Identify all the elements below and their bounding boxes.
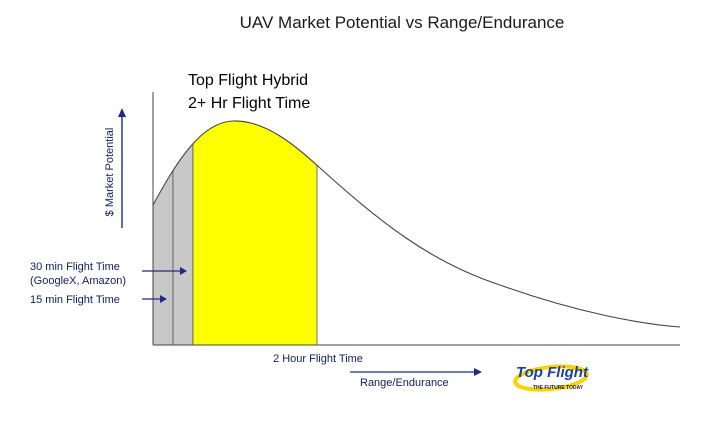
two-hour-region bbox=[192, 120, 318, 346]
market-potential-curve bbox=[152, 120, 681, 328]
diagram-title: UAV Market Potential vs Range/Endurance bbox=[240, 13, 565, 32]
thirty-min-arrowhead bbox=[180, 267, 187, 275]
hybrid-label-line1: Top Flight Hybrid bbox=[188, 72, 308, 89]
top-flight-logo: Top Flight THE FUTURE TODAY bbox=[513, 364, 589, 392]
thirty-min-label-line2: (GoogleX, Amazon) bbox=[30, 275, 126, 287]
thirty-min-label-line1: 30 min Flight Time bbox=[30, 261, 120, 273]
logo-wordmark: Top Flight bbox=[516, 364, 589, 381]
logo-swoosh bbox=[513, 364, 589, 392]
thirty-min-region bbox=[172, 120, 194, 346]
fifteen-min-arrowhead bbox=[160, 295, 167, 303]
y-axis-arrowhead bbox=[118, 108, 126, 117]
x-axis-label: Range/Endurance bbox=[360, 377, 449, 389]
fifteen-min-region bbox=[153, 120, 174, 346]
x-axis-arrowhead bbox=[474, 368, 482, 376]
logo-tagline: THE FUTURE TODAY bbox=[533, 385, 584, 391]
two-hour-label: 2 Hour Flight Time bbox=[273, 353, 363, 365]
hybrid-label-line2: 2+ Hr Flight Time bbox=[188, 95, 310, 112]
fifteen-min-label: 15 min Flight Time bbox=[30, 294, 120, 306]
y-axis-label: $ Market Potential bbox=[104, 128, 116, 217]
